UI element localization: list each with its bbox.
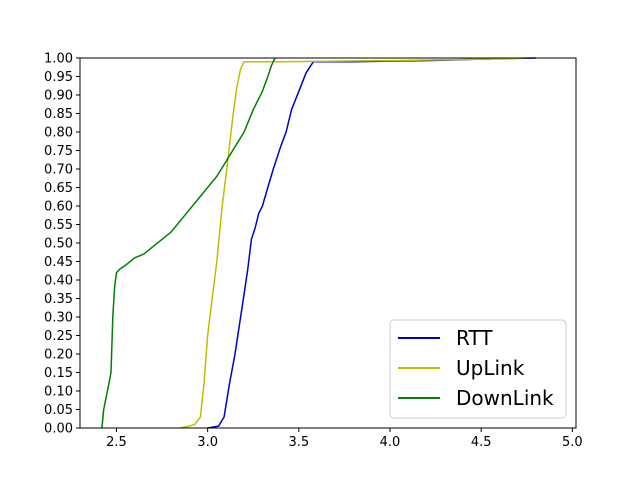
x-tick-label: 4.0 (380, 435, 401, 450)
legend-label-downlink: DownLink (456, 386, 554, 410)
x-tick-label: 5.0 (562, 435, 583, 450)
x-tick-label: 3.5 (288, 435, 309, 450)
y-tick-label: 0.80 (44, 126, 73, 141)
y-tick-label: 1.00 (44, 52, 73, 67)
y-tick-label: 0.60 (44, 200, 73, 215)
series-layer (101, 57, 536, 429)
x-tick-label: 3.0 (197, 435, 218, 450)
y-tick-label: 0.30 (44, 311, 73, 326)
legend-box (389, 319, 567, 419)
y-tick-label: 0.10 (44, 385, 73, 400)
x-axis: 2.5 3.0 3.5 4.0 4.5 5.0 (106, 428, 583, 450)
y-tick-label: 0.45 (44, 255, 73, 270)
x-tick-label: 4.5 (471, 435, 492, 450)
legend-label-rtt: RTT (456, 326, 493, 350)
y-tick-label: 0.50 (44, 237, 73, 252)
legend: RTT UpLink DownLink (389, 319, 567, 419)
y-tick-label: 0.35 (44, 292, 73, 307)
y-tick-label: 0.65 (44, 181, 73, 196)
y-tick-label: 0.25 (44, 329, 73, 344)
legend-label-uplink: UpLink (456, 356, 525, 380)
y-tick-label: 0.15 (44, 366, 73, 381)
y-tick-label: 0.90 (44, 89, 73, 104)
y-tick-label: 0.05 (44, 403, 73, 418)
y-tick-label: 0.95 (44, 70, 73, 85)
series-line-downlink (101, 57, 276, 429)
y-tick-label: 0.55 (44, 218, 73, 233)
y-tick-label: 0.40 (44, 274, 73, 289)
y-tick-label: 0.20 (44, 348, 73, 363)
y-tick-label: 0.75 (44, 144, 73, 159)
y-axis: 0.00 0.05 0.10 0.15 0.20 0.25 0.30 0.35 0.40 0.45… (44, 52, 80, 437)
y-tick-label: 0.85 (44, 107, 73, 122)
series-line-uplink (180, 57, 527, 429)
y-tick-label: 0.00 (44, 422, 73, 437)
x-tick-label: 2.5 (106, 435, 127, 450)
y-tick-label: 0.70 (44, 163, 73, 178)
